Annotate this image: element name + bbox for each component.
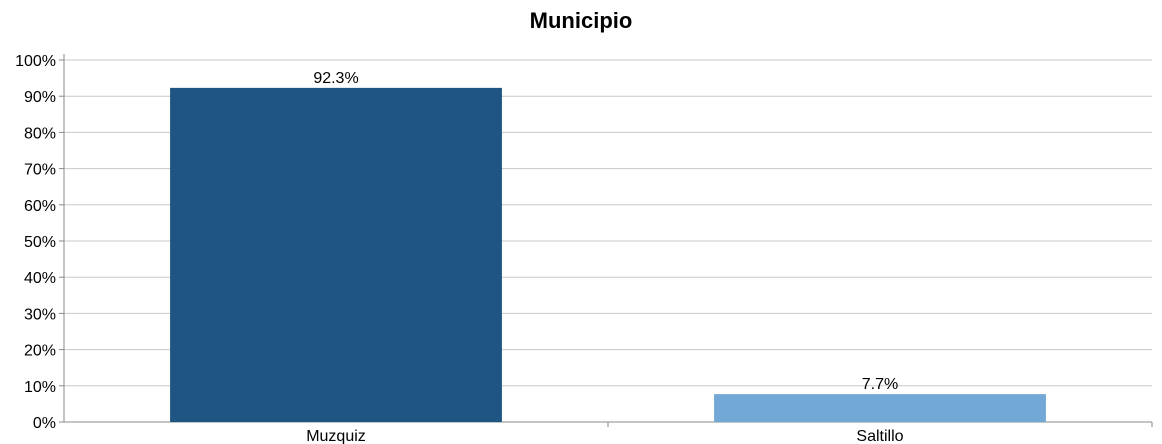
bar-saltillo <box>714 394 1046 422</box>
y-tick-label: 30% <box>24 306 56 323</box>
y-tick-label: 20% <box>24 343 56 360</box>
y-tick-label: 50% <box>24 234 56 251</box>
data-label: 7.7% <box>862 376 898 393</box>
labels: 92.3% Muzquiz 7.7% Saltillo <box>306 70 903 444</box>
y-tick-label: 40% <box>24 270 56 287</box>
data-label: 92.3% <box>313 70 358 87</box>
chart-title: Municipio <box>529 8 633 33</box>
y-tick-label: 70% <box>24 162 56 179</box>
y-tick-label: 60% <box>24 198 56 215</box>
bar-muzquiz <box>170 87 502 423</box>
y-tick-label: 80% <box>24 125 56 142</box>
axes: 0% 10% 20% 30% 40% 50% 60% 70% 80% 90% 100% <box>15 53 1153 432</box>
y-tick-label: 0% <box>33 415 56 432</box>
y-tick-label: 100% <box>15 53 56 70</box>
x-tick-label: Saltillo <box>856 428 903 444</box>
y-tick-label: 10% <box>24 379 56 396</box>
x-tick-label: Muzquiz <box>306 428 366 444</box>
y-tick-label: 90% <box>24 89 56 106</box>
bars <box>170 87 1046 423</box>
